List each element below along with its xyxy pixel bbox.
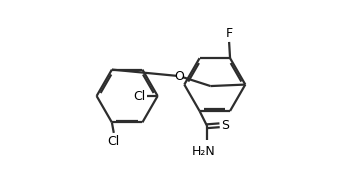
Text: Cl: Cl bbox=[133, 89, 145, 103]
Text: S: S bbox=[222, 119, 230, 132]
Text: Cl: Cl bbox=[108, 135, 120, 148]
Text: H₂N: H₂N bbox=[191, 145, 215, 158]
Text: O: O bbox=[175, 70, 184, 83]
Text: F: F bbox=[226, 27, 233, 40]
